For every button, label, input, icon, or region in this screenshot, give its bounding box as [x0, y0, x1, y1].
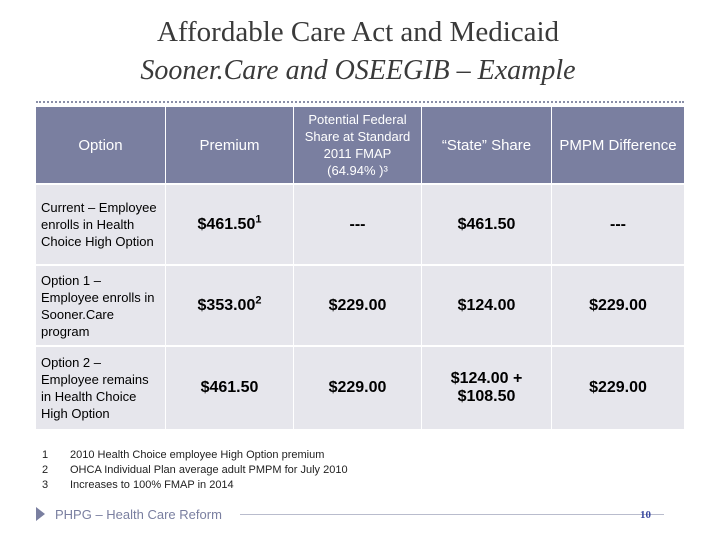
table-row: Option 2 – Employee remains in Health Ch…: [36, 347, 684, 431]
column-header-option: Option: [36, 107, 166, 185]
pmpm-difference-cell: ---: [552, 185, 684, 266]
option-label: Current – Employee enrolls in Health Cho…: [36, 185, 166, 266]
state-share-cell: $124.00: [422, 266, 552, 347]
federal-share-cell: $229.00: [294, 266, 422, 347]
footnote-text: 2010 Health Choice employee High Option …: [70, 449, 325, 461]
premium-cell: $461.501: [166, 185, 294, 266]
footnote: 3 Increases to 100% FMAP in 2014: [42, 478, 348, 493]
footer-divider: [240, 514, 664, 515]
slide-subtitle: Sooner.Care and OSEEGIB – Example: [140, 55, 576, 86]
federal-share-cell: $229.00: [294, 347, 422, 431]
footnote-ref: 1: [255, 213, 262, 226]
table-row: Current – Employee enrolls in Health Cho…: [36, 185, 684, 266]
footnote-ref: 2: [255, 294, 262, 307]
premium-cell: $353.002: [166, 266, 294, 347]
state-share-cell: $124.00 + $108.50: [422, 347, 552, 431]
footnote-number: 2: [42, 464, 49, 476]
federal-share-cell: ---: [294, 185, 422, 266]
footer-arrow-icon: [36, 507, 45, 521]
premium-value: $353.00: [197, 296, 256, 314]
footnote-number: 3: [42, 479, 49, 491]
footer-label: PHPG – Health Care Reform: [55, 507, 222, 522]
footnotes: 1 2010 Health Choice employee High Option…: [42, 448, 348, 493]
footnote-text: OHCA Individual Plan average adult PMPM …: [70, 464, 348, 476]
comparison-table: Option Premium Potential Federal Share a…: [36, 107, 684, 431]
slide-title: Affordable Care Act and Medicaid: [156, 16, 560, 48]
premium-value: $461.50: [200, 379, 259, 396]
state-share-cell: $461.50: [422, 185, 552, 266]
table-row: Option 1 – Employee enrolls in Sooner.Ca…: [36, 266, 684, 347]
premium-value: $461.50: [197, 215, 256, 233]
footnote: 2 OHCA Individual Plan average adult PMPM…: [42, 463, 348, 478]
page-number: 10: [640, 509, 651, 521]
column-header-state-share: “State” Share: [422, 107, 552, 185]
table-header-row: Option Premium Potential Federal Share a…: [36, 107, 684, 185]
option-label: Option 2 – Employee remains in Health Ch…: [36, 347, 166, 431]
state-share-line1: $124.00 +: [450, 370, 523, 387]
footnote-number: 1: [42, 449, 49, 461]
pmpm-difference-cell: $229.00: [552, 347, 684, 431]
premium-cell: $461.50: [166, 347, 294, 431]
footnote-text: Increases to 100% FMAP in 2014: [70, 479, 234, 491]
pmpm-difference-cell: $229.00: [552, 266, 684, 347]
column-header-premium: Premium: [166, 107, 294, 185]
title-divider: [36, 101, 684, 103]
footnote: 1 2010 Health Choice employee High Option…: [42, 448, 348, 463]
state-share-line2: $108.50: [457, 388, 516, 405]
option-label: Option 1 – Employee enrolls in Sooner.Ca…: [36, 266, 166, 347]
column-header-pmpm-difference: PMPM Difference: [552, 107, 684, 185]
column-header-federal-share: Potential Federal Share at Standard 2011…: [294, 107, 422, 185]
